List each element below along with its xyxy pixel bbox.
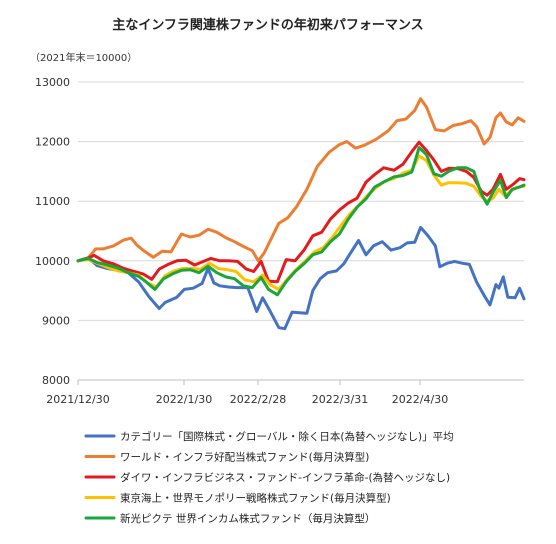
series-line-4: [76, 154, 526, 291]
y-tick-label: 10000: [35, 255, 70, 268]
legend-label-5: 新光ピクテ 世界インカム株式ファンド（毎月決算型）: [120, 512, 375, 525]
gridlines: [78, 81, 524, 381]
legend: カテゴリー「国際株式・グローバル・除く日本(為替ヘッジなし)」平均ワールド・イン…: [84, 430, 454, 525]
chart-subtitle: （2021年末＝10000）: [30, 51, 137, 64]
legend-label-4: 東京海上・世界モノポリー戦略株式ファンド(毎月決算型): [120, 492, 391, 505]
y-tick-label: 12000: [35, 136, 70, 149]
x-axis: 2021/12/30 2022/1/30 2022/2/28 2022/3/31 202…: [46, 379, 524, 406]
legend-label-2: ワールド・インフラ好配当株式ファンド(毎月決算型): [120, 451, 369, 464]
y-tick-label: 9000: [42, 314, 70, 327]
legend-label-1: カテゴリー「国際株式・グローバル・除く日本(為替ヘッジなし)」平均: [120, 430, 454, 443]
x-tick-label: 2022/2/28: [230, 393, 286, 406]
y-tick-label: 8000: [42, 374, 70, 387]
y-tick-label: 13000: [35, 76, 70, 89]
x-tick-label: 2022/1/30: [156, 393, 212, 406]
x-tick-label: 2021/12/30: [46, 393, 109, 406]
series-line-2: [76, 97, 526, 263]
x-tick-label: 2022/4/30: [392, 393, 448, 406]
series-line-3: [76, 140, 526, 284]
series-line-5: [76, 146, 526, 297]
x-tick-label: 2022/3/31: [312, 393, 368, 406]
legend-label-3: ダイワ・インフラビジネス・ファンド-インフラ革命-(為替ヘッジなし): [120, 471, 450, 484]
y-axis-ticks: 8000 9000 10000 11000 12000 13000: [35, 76, 70, 387]
chart-title: 主なインフラ関連株ファンドの年初来パフォーマンス: [112, 17, 423, 33]
series-lines: [76, 97, 526, 331]
series-line-1: [76, 225, 526, 331]
y-tick-label: 11000: [35, 195, 70, 208]
